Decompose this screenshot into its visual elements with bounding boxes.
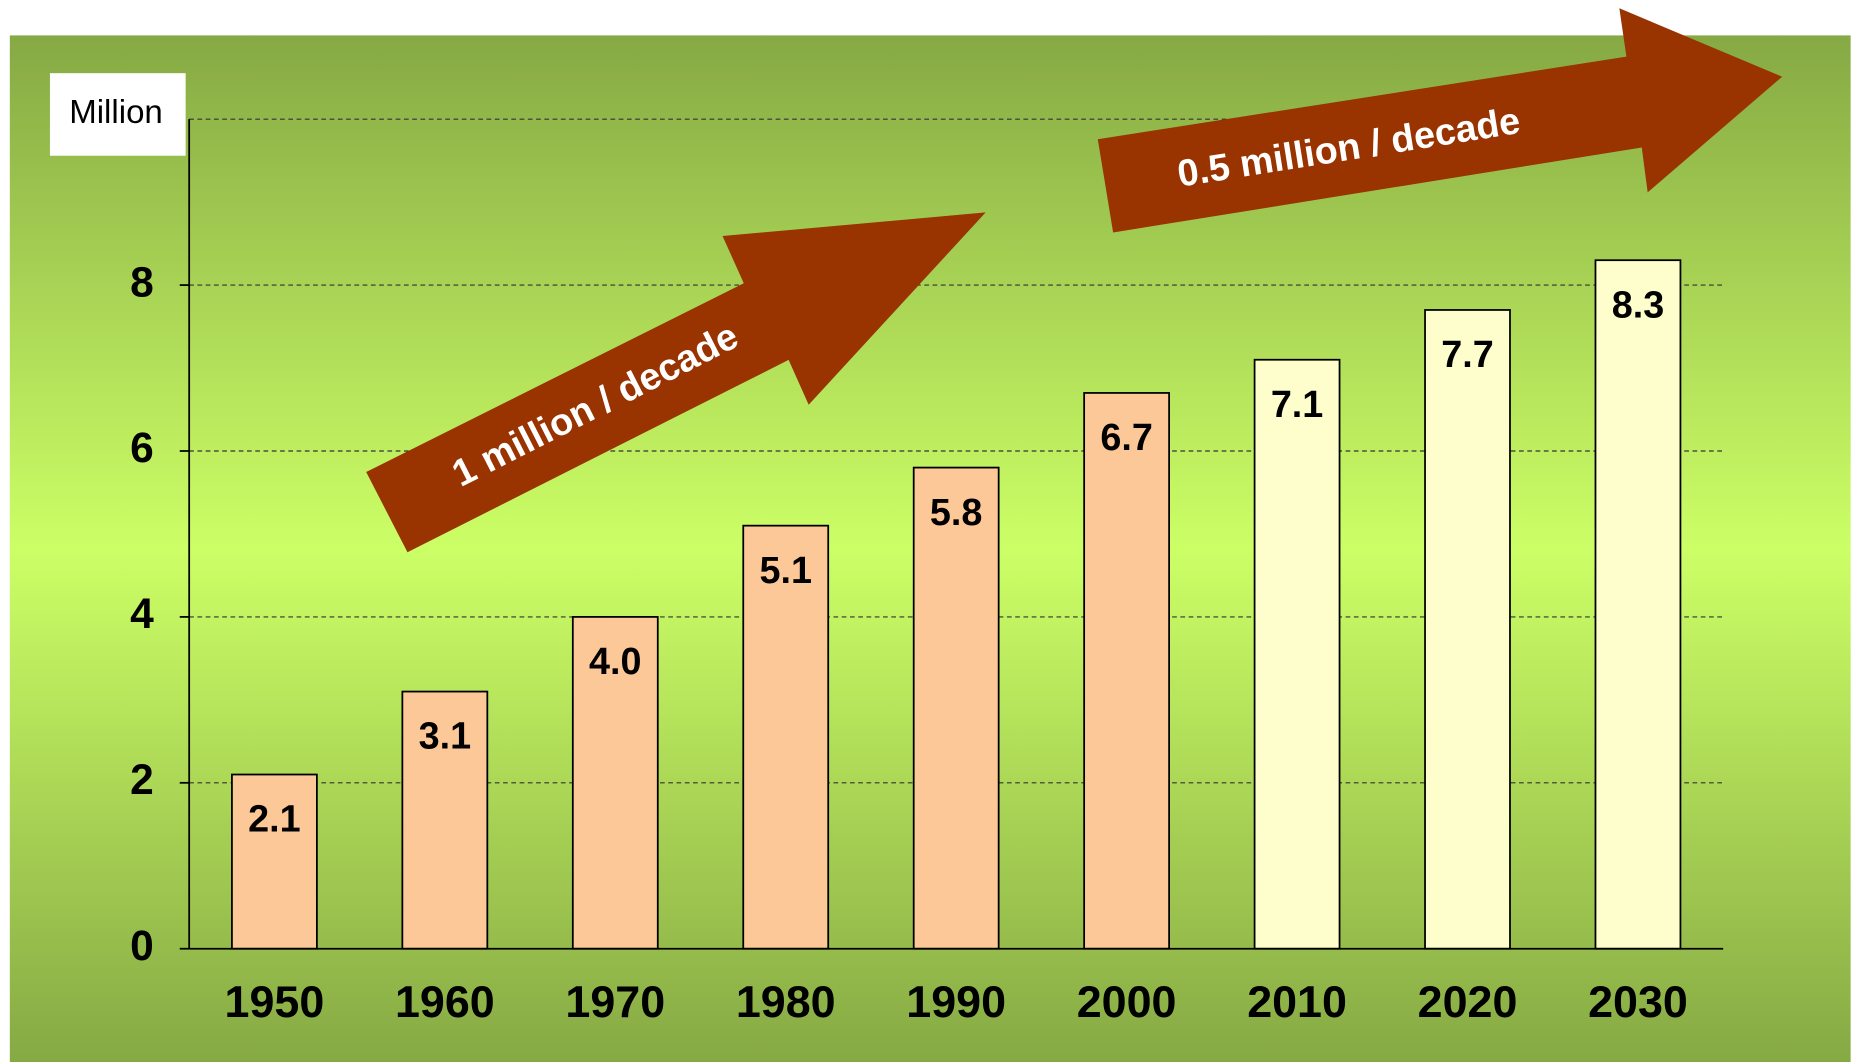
bar [1083, 392, 1170, 950]
arrow [1097, 8, 1783, 233]
y-axis-label: Million [69, 93, 163, 130]
bar [912, 466, 1000, 950]
plot: 0 2 4 6 8 1950 2.1 1960 3.1 1970 4.0 1980 5.1 1990 5.8… [130, 118, 1724, 1027]
arrow [366, 212, 986, 553]
x-tick-label: 1950 [225, 976, 325, 1027]
y-tick-label: 2 [130, 757, 154, 804]
x-tick-label: 1980 [736, 976, 836, 1027]
bar [1253, 358, 1341, 950]
data-label: 7.1 [1271, 383, 1323, 425]
data-label: 8.3 [1612, 283, 1664, 325]
data-label: 5.8 [930, 491, 982, 533]
x-tick-label: 2010 [1247, 976, 1347, 1027]
bar [1594, 259, 1682, 950]
x-tick-label: 2020 [1418, 976, 1518, 1027]
data-label: 5.1 [759, 549, 811, 591]
bar [571, 616, 659, 950]
bar [1424, 309, 1511, 950]
data-label: 7.7 [1441, 333, 1493, 375]
bar [231, 773, 318, 950]
data-label: 6.7 [1100, 416, 1152, 458]
y-label-box [49, 73, 186, 156]
data-label: 4.0 [589, 640, 641, 682]
x-tick-label: 1970 [565, 976, 665, 1027]
y-tick-label: 0 [130, 923, 154, 970]
x-tick-label: 2000 [1077, 976, 1177, 1027]
x-tick-label: 2030 [1588, 976, 1688, 1027]
x-tick-label: 1960 [395, 976, 495, 1027]
bar [742, 524, 830, 950]
data-label: 2.1 [248, 798, 300, 840]
x-tick-label: 1990 [906, 976, 1006, 1027]
data-label: 3.1 [419, 715, 471, 757]
y-tick-label: 8 [130, 259, 154, 306]
y-tick-label: 6 [130, 425, 154, 472]
bar [401, 690, 489, 950]
y-tick-label: 4 [130, 591, 154, 638]
